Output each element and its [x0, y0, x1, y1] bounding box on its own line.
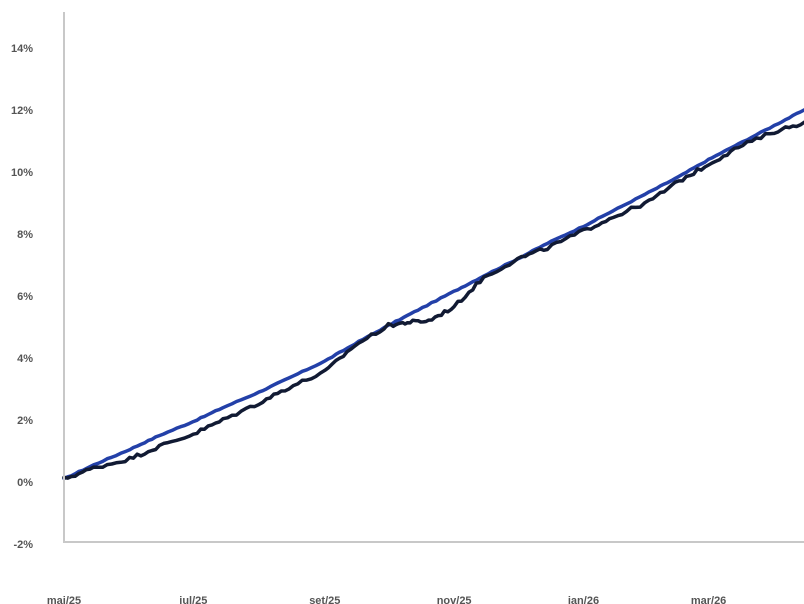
y-tick-label: 0%	[17, 477, 33, 489]
y-tick-label: 12%	[11, 105, 33, 117]
x-axis-tick-labels: mai/25 jul/25 set/25 nov/25 jan/26 mar/26	[47, 595, 726, 604]
y-tick-label: 8%	[17, 229, 33, 241]
y-tick-label: 2%	[17, 415, 33, 427]
y-tick-label: -2%	[13, 539, 33, 551]
x-tick-label: mar/26	[691, 595, 726, 604]
series-line-2	[62, 120, 804, 480]
y-tick-label: 10%	[11, 167, 33, 179]
x-tick-label: nov/25	[437, 595, 472, 604]
series-line-1	[62, 108, 804, 481]
y-tick-label: 14%	[11, 43, 33, 55]
series-layer	[62, 108, 804, 481]
y-axis-tick-labels: -2% 0% 2% 4% 6% 8% 10% 12% 14%	[11, 43, 33, 551]
x-tick-label: jul/25	[178, 595, 207, 604]
y-tick-label: 4%	[17, 353, 33, 365]
x-tick-label: mai/25	[47, 595, 81, 604]
x-tick-label: jan/26	[567, 595, 599, 604]
y-tick-label: 6%	[17, 291, 33, 303]
x-tick-label: set/25	[309, 595, 340, 604]
